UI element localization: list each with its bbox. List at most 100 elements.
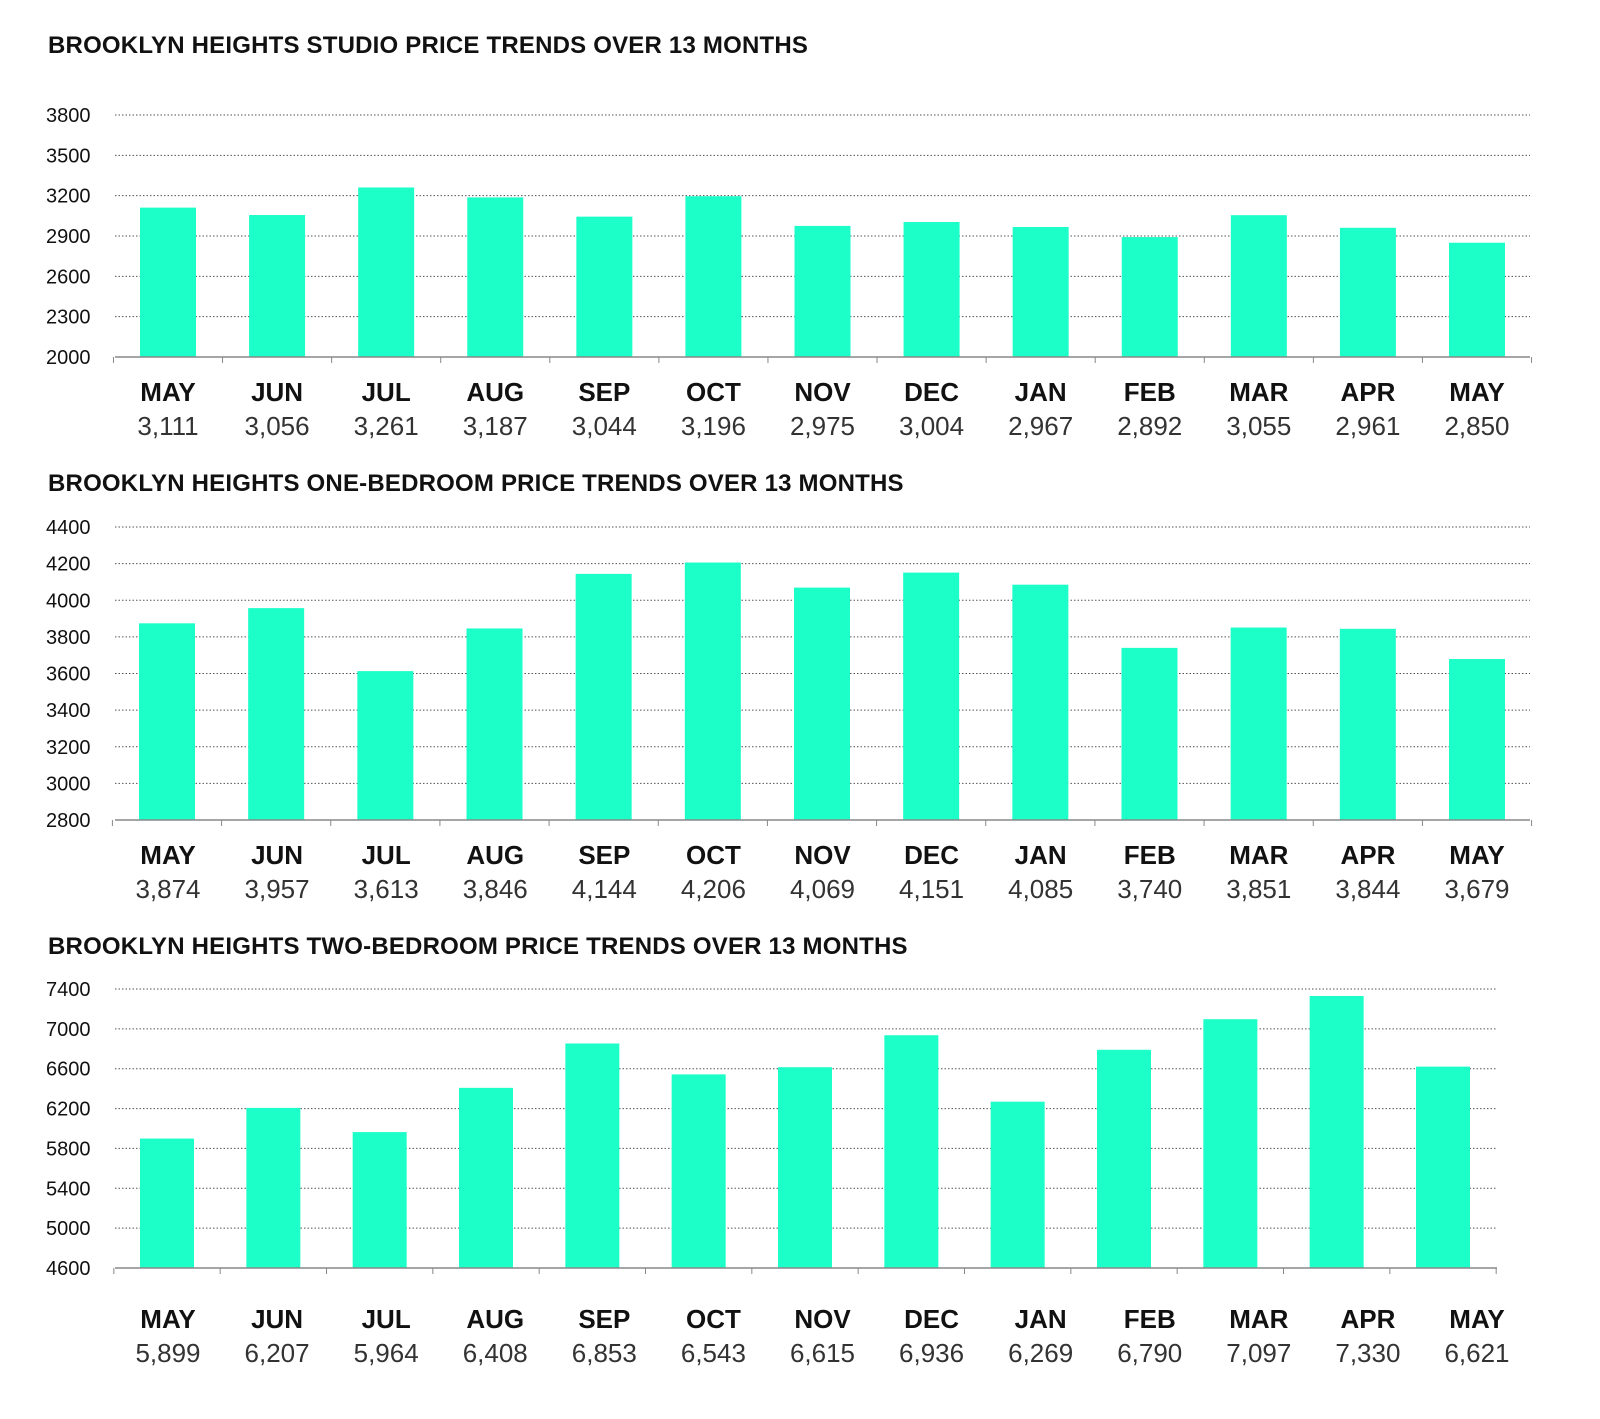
data-value-label: 3,844 (1335, 874, 1400, 904)
x-category-label: NOV (794, 840, 851, 870)
x-category-label: MAR (1229, 1304, 1288, 1334)
data-value-label: 7,097 (1226, 1338, 1291, 1368)
data-value-label: 3,740 (1117, 874, 1182, 904)
bar (358, 187, 415, 357)
x-category-label: OCT (686, 1304, 741, 1334)
x-category-label: OCT (686, 377, 741, 407)
x-category-label: APR (1340, 1304, 1395, 1334)
bar (1097, 1049, 1151, 1268)
x-category-label: SEP (578, 377, 630, 407)
chart-title-studio: BROOKLYN HEIGHTS STUDIO PRICE TRENDS OVE… (48, 32, 809, 59)
data-value-label: 6,207 (245, 1338, 310, 1368)
bar (1416, 1066, 1470, 1268)
bar (903, 572, 960, 820)
bar (1121, 237, 1178, 357)
x-category-label: AUG (466, 377, 524, 407)
bar (1309, 995, 1364, 1268)
bar (466, 628, 523, 820)
x-category-label: SEP (578, 840, 630, 870)
x-category-label: DEC (904, 840, 959, 870)
data-value-label: 3,846 (463, 874, 528, 904)
x-category-label: JUN (251, 840, 303, 870)
y-tick-label: 2900 (46, 226, 91, 248)
bar (140, 207, 196, 357)
chart-title-one-bedroom: BROOKLYN HEIGHTS ONE-BEDROOM PRICE TREND… (48, 470, 904, 497)
y-tick-label: 3600 (46, 664, 91, 686)
bar (1121, 647, 1178, 820)
data-value-label: 3,957 (245, 874, 310, 904)
data-value-label: 4,151 (899, 874, 964, 904)
y-tick-label: 6600 (46, 1059, 91, 1081)
bar (576, 216, 633, 357)
bar (575, 573, 632, 820)
bar (139, 623, 195, 820)
x-category-label: JAN (1015, 377, 1067, 407)
data-value-label: 6,853 (572, 1338, 637, 1368)
data-value-label: 3,044 (572, 411, 637, 441)
bar (794, 225, 851, 357)
x-category-label: NOV (794, 377, 851, 407)
data-value-label: 3,055 (1226, 411, 1291, 441)
bar (1203, 1019, 1258, 1268)
x-category-label: MAY (140, 1304, 195, 1334)
x-category-label: DEC (904, 377, 959, 407)
x-category-label: JAN (1015, 1304, 1067, 1334)
y-tick-label: 2600 (46, 266, 91, 288)
x-category-label: FEB (1124, 840, 1176, 870)
bar (884, 1035, 939, 1268)
bar (1230, 627, 1287, 820)
data-value-label: 6,269 (1008, 1338, 1073, 1368)
x-category-label: APR (1340, 840, 1395, 870)
data-value-label: 5,964 (354, 1338, 419, 1368)
bar (794, 587, 850, 820)
data-value-label: 3,679 (1444, 874, 1509, 904)
bar (671, 1074, 726, 1268)
data-value-label: 3,196 (681, 411, 746, 441)
y-tick-label: 4600 (46, 1258, 91, 1280)
bar (778, 1067, 832, 1268)
data-value-label: 3,613 (354, 874, 419, 904)
y-tick-label: 3800 (46, 105, 91, 127)
data-value-label: 6,790 (1117, 1338, 1182, 1368)
x-category-label: JUN (251, 377, 303, 407)
y-tick-label: 3200 (46, 737, 91, 759)
x-category-label: JUL (362, 840, 411, 870)
x-category-label: JUN (251, 1304, 303, 1334)
bar (140, 1138, 194, 1268)
y-tick-label: 3200 (46, 186, 91, 208)
bar (246, 1107, 301, 1268)
data-value-label: 3,056 (245, 411, 310, 441)
data-value-label: 3,851 (1226, 874, 1291, 904)
data-value-label: 3,261 (354, 411, 419, 441)
data-value-label: 6,408 (463, 1338, 528, 1368)
bar (685, 196, 742, 357)
x-category-label: MAR (1229, 840, 1288, 870)
data-value-label: 4,085 (1008, 874, 1073, 904)
data-value-label: 2,961 (1335, 411, 1400, 441)
y-tick-label: 4000 (46, 590, 91, 612)
bar (459, 1087, 513, 1268)
x-category-label: FEB (1124, 377, 1176, 407)
y-tick-label: 6200 (46, 1099, 91, 1121)
data-value-label: 4,144 (572, 874, 637, 904)
y-tick-label: 3400 (46, 700, 91, 722)
bar (352, 1132, 407, 1268)
x-category-label: MAY (140, 377, 195, 407)
data-value-label: 6,936 (899, 1338, 964, 1368)
x-category-label: DEC (904, 1304, 959, 1334)
bar (467, 197, 524, 357)
bar (990, 1101, 1045, 1268)
bar (1449, 242, 1505, 357)
bar (565, 1043, 620, 1268)
bar (1339, 227, 1396, 357)
x-category-label: MAY (140, 840, 195, 870)
data-value-label: 5,899 (135, 1338, 200, 1368)
data-value-label: 3,187 (463, 411, 528, 441)
data-value-label: 6,543 (681, 1338, 746, 1368)
x-category-label: JUL (362, 377, 411, 407)
x-category-label: JAN (1015, 840, 1067, 870)
x-category-label: FEB (1124, 1304, 1176, 1334)
y-tick-label: 3000 (46, 773, 91, 795)
